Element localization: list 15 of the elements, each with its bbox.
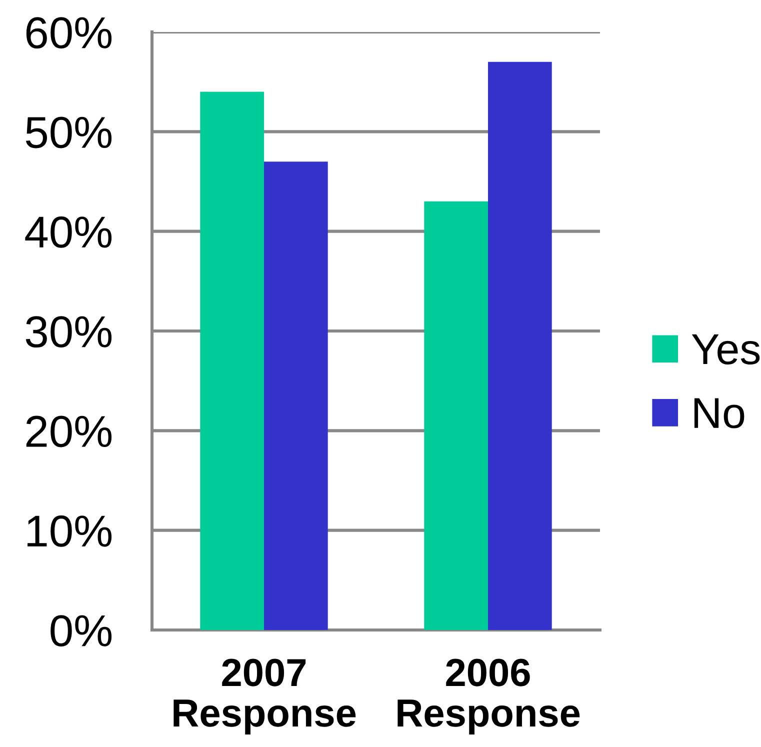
y-tick-label: 30% [26, 316, 112, 348]
y-tick-label: 60% [26, 17, 112, 49]
y-tick-label: 50% [26, 116, 112, 148]
bar [264, 162, 328, 630]
x-tick-label: 2006 Response [398, 658, 580, 735]
legend-label: No [694, 398, 744, 428]
legend-label: Yes [692, 334, 760, 364]
y-tick-label: 20% [26, 416, 112, 448]
bar [424, 201, 488, 630]
bar [488, 62, 552, 630]
y-tick-label: 10% [28, 515, 112, 547]
x-tick-label: 2007 Response [174, 658, 356, 735]
bar [200, 92, 264, 630]
y-tick-label: 40% [25, 216, 112, 248]
y-tick-label: 0% [50, 615, 112, 647]
